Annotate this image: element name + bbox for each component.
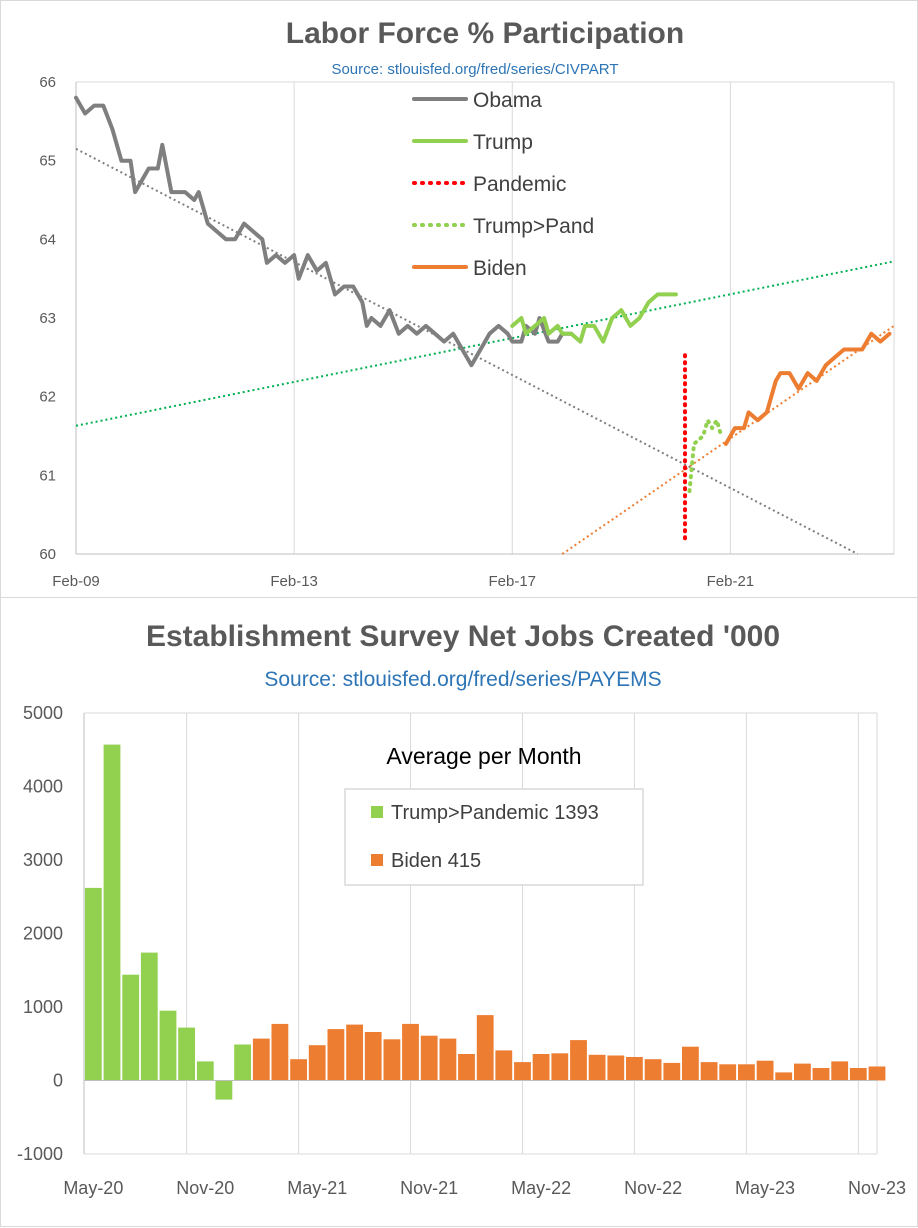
bar [271, 1023, 289, 1081]
x-tick-label: May-23 [735, 1178, 795, 1198]
bar [402, 1023, 419, 1081]
bar [663, 1062, 681, 1081]
bar [849, 1068, 867, 1081]
bar [532, 1054, 550, 1081]
x-tick-label: May-21 [287, 1178, 347, 1198]
x-tick-label: Nov-23 [848, 1178, 906, 1198]
x-tick-label: Nov-22 [624, 1178, 682, 1198]
bar [570, 1040, 587, 1081]
y-tick-label: 60 [39, 546, 56, 563]
bar [476, 1015, 494, 1081]
bar [644, 1059, 662, 1081]
bar [103, 744, 121, 1081]
legend-label: Obama [473, 89, 542, 112]
legend-title: Average per Month [386, 743, 581, 769]
bar [607, 1055, 625, 1081]
series-line-biden [723, 331, 892, 446]
y-tick-label: 3000 [23, 850, 63, 870]
bar [700, 1062, 718, 1081]
bar [84, 887, 102, 1081]
bar [308, 1045, 326, 1081]
x-tick-label: May-22 [511, 1178, 571, 1198]
bar [588, 1054, 606, 1081]
trendline [75, 260, 895, 427]
bar [327, 1029, 345, 1081]
legend-label: Trump [473, 131, 533, 154]
y-tick-label: 62 [39, 389, 56, 406]
bar [831, 1061, 849, 1081]
bar [495, 1050, 513, 1081]
legend-box [344, 788, 644, 886]
y-tick-label: 1000 [23, 997, 63, 1017]
x-tick-label: Feb-17 [489, 573, 537, 590]
bar [439, 1038, 457, 1081]
y-tick-label: -1000 [17, 1144, 63, 1164]
bar [626, 1057, 643, 1081]
legend-label: Trump>Pand [473, 215, 594, 238]
y-tick-label: 64 [39, 231, 56, 248]
bar [196, 1061, 214, 1081]
bar [775, 1072, 793, 1081]
bar [458, 1054, 475, 1081]
chart-title: Establishment Survey Net Jobs Created '0… [146, 620, 780, 653]
bar [252, 1038, 270, 1081]
x-tick-label: Feb-09 [52, 573, 100, 590]
y-tick-label: 63 [39, 310, 56, 327]
bar [159, 1010, 177, 1081]
y-tick-label: 2000 [23, 924, 63, 944]
bar [738, 1064, 755, 1081]
bar [290, 1059, 307, 1081]
legend-label: Biden 415 [391, 850, 481, 872]
legend-label: Biden [473, 257, 527, 280]
bar [420, 1035, 438, 1081]
bar [682, 1046, 699, 1081]
bar [794, 1063, 811, 1081]
bar [215, 1080, 233, 1100]
bar [364, 1032, 382, 1081]
trendline [75, 147, 859, 555]
bar [178, 1027, 195, 1081]
x-tick-label: Feb-13 [270, 573, 318, 590]
y-tick-label: 61 [39, 467, 56, 484]
series-line-trump [510, 292, 678, 344]
x-tick-label: Nov-20 [176, 1178, 234, 1198]
x-tick-label: May-20 [63, 1178, 123, 1198]
bar [719, 1064, 737, 1081]
legend-swatch [371, 806, 383, 818]
y-tick-label: 0 [53, 1071, 63, 1091]
bar [756, 1060, 774, 1081]
bar [514, 1062, 531, 1081]
labor-force-chart-svg: Labor Force % Participation Source: stlo… [39, 17, 895, 590]
y-tick-label: 65 [39, 153, 56, 170]
chart-source: Source: stlouisfed.org/fred/series/CIVPA… [331, 61, 618, 78]
legend-swatch [371, 854, 383, 866]
bar [346, 1024, 363, 1081]
bar [551, 1053, 569, 1081]
bar [140, 952, 158, 1081]
x-tick-label: Feb-21 [707, 573, 755, 590]
legend-label: Pandemic [473, 173, 566, 196]
x-tick-label: Nov-21 [400, 1178, 458, 1198]
legend-label: Trump>Pandemic 1393 [391, 802, 599, 824]
y-tick-label: 4000 [23, 777, 63, 797]
chart-title: Labor Force % Participation [286, 17, 684, 50]
bar [122, 974, 140, 1081]
chart-source: Source: stlouisfed.org/fred/series/PAYEM… [264, 668, 661, 691]
series-line-obama [74, 95, 574, 368]
bar [234, 1044, 251, 1081]
jobs-created-chart-svg: Establishment Survey Net Jobs Created '0… [17, 620, 906, 1198]
labor-force-chart: Labor Force % Participation Source: stlo… [0, 0, 918, 598]
jobs-created-chart: Establishment Survey Net Jobs Created '0… [0, 597, 918, 1227]
y-tick-label: 66 [39, 74, 56, 91]
y-tick-label: 5000 [23, 703, 63, 723]
bar [868, 1066, 886, 1081]
bar [383, 1039, 401, 1081]
series-line-trump-pand [687, 418, 724, 494]
bar [812, 1068, 830, 1081]
